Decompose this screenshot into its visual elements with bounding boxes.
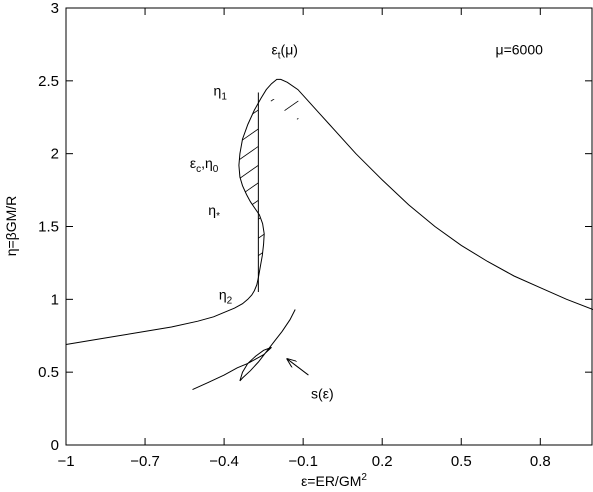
hatched-region	[238, 92, 299, 293]
y-tick-label: 2	[51, 146, 59, 163]
y-axis-ticks: 0 0.5 1 1.5 2 2.5 3	[38, 0, 592, 454]
y-tick-label: 1.5	[38, 219, 59, 236]
annotation-eps-t: εt(μ)	[272, 42, 298, 62]
y-tick-label: 0	[51, 437, 59, 454]
annotation-eta-star: η*	[208, 202, 220, 222]
plot-border	[65, 7, 593, 446]
annotation-s-eps: s(ε)	[311, 385, 334, 401]
x-tick-label: −1	[57, 453, 74, 470]
y-tick-label: 3	[51, 0, 59, 17]
hatch-line	[238, 92, 299, 139]
x-tick-label: 0.5	[451, 453, 472, 470]
plot-frame	[65, 7, 593, 446]
annotation-mu: μ=6000	[496, 42, 544, 58]
annotation-eta1: η1	[214, 82, 228, 102]
annotation-eps-c: εc,η0	[190, 155, 219, 175]
x-axis-label: ε=ER/GM2	[301, 472, 367, 489]
x-axis-ticks: −1 −0.7 −0.4 −0.1 0.2 0.5 0.8	[57, 8, 551, 470]
annotation-eta2: η2	[219, 286, 233, 306]
curves	[65, 78, 593, 391]
annotations: εt(μ) μ=6000 η1 εc,η0 η* η2 s(ε)	[190, 42, 543, 402]
x-tick-label: −0.1	[288, 453, 318, 470]
x-tick-label: 0.2	[372, 453, 393, 470]
hatch-line	[238, 100, 299, 158]
series-line-spiral	[65, 78, 593, 345]
x-tick-label: −0.4	[209, 453, 239, 470]
series-line-s-curve	[192, 309, 296, 391]
y-axis-label: η=βGM/R	[3, 196, 19, 257]
y-tick-label: 0.5	[38, 364, 59, 381]
x-tick-label: −0.7	[130, 453, 160, 470]
y-tick-label: 1	[51, 291, 59, 308]
annotation-arrow	[287, 359, 309, 376]
y-tick-label: 2.5	[38, 73, 59, 90]
x-tick-label: 0.8	[530, 453, 551, 470]
